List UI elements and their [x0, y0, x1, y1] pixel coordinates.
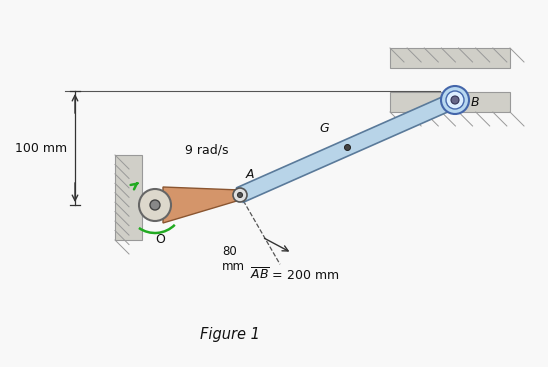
Text: 100 mm: 100 mm: [15, 142, 67, 155]
Text: A: A: [246, 168, 254, 181]
Text: G: G: [320, 123, 329, 135]
Circle shape: [233, 188, 247, 202]
Polygon shape: [163, 187, 240, 223]
Text: B: B: [471, 95, 480, 109]
Polygon shape: [390, 48, 510, 68]
Circle shape: [237, 193, 243, 197]
Circle shape: [441, 86, 469, 114]
Text: 9 rad/s: 9 rad/s: [185, 143, 229, 156]
Polygon shape: [237, 93, 458, 202]
Circle shape: [139, 189, 171, 221]
Circle shape: [451, 96, 459, 104]
Text: 80
mm: 80 mm: [222, 245, 245, 273]
Circle shape: [345, 145, 351, 150]
Text: Figure 1: Figure 1: [200, 327, 260, 342]
Circle shape: [446, 91, 464, 109]
Polygon shape: [115, 155, 142, 240]
Text: $\overline{AB}$ = 200 mm: $\overline{AB}$ = 200 mm: [250, 267, 340, 283]
Circle shape: [150, 200, 160, 210]
Polygon shape: [390, 92, 510, 112]
Text: O: O: [155, 233, 165, 246]
